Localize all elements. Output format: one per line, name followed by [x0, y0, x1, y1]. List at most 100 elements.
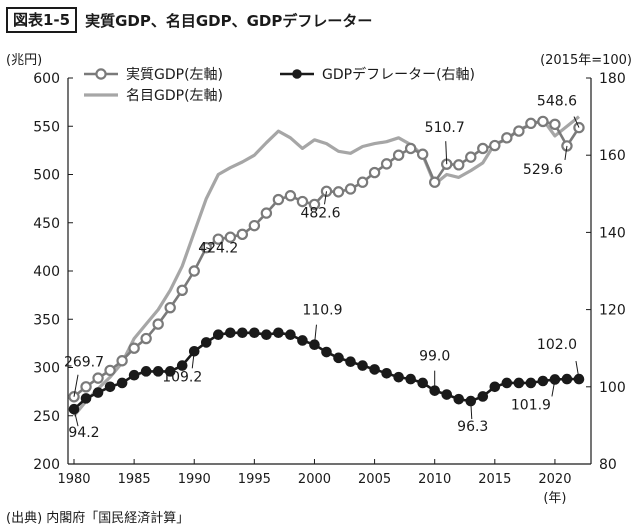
- real-gdp-point: [392, 149, 405, 161]
- real-gdp-point: [368, 166, 381, 179]
- data-label-leader: [575, 360, 580, 380]
- deflator-point: [417, 377, 428, 389]
- real-gdp-point: [356, 176, 369, 188]
- real-gdp-point: [128, 342, 140, 354]
- right-tick-label: 120: [599, 303, 626, 319]
- real-gdp-point: [224, 231, 237, 243]
- data-label-leader: [206, 247, 212, 251]
- deflator-point: [369, 364, 380, 375]
- real-gdp-point: [212, 233, 224, 245]
- right-tick-label: 180: [599, 71, 626, 87]
- deflator-point: [176, 360, 188, 371]
- deflator-point: [393, 371, 404, 383]
- real-gdp-point: [332, 186, 345, 198]
- right-tick-label: 140: [599, 225, 626, 241]
- real-gdp-point: [308, 198, 321, 211]
- real-gdp-point: [477, 142, 489, 155]
- deflator-point: [537, 375, 549, 387]
- real-gdp-point: [188, 265, 200, 277]
- legend-real-swatch-marker: [95, 68, 107, 80]
- real-gdp-point: [537, 115, 549, 128]
- data-label: 482.6: [300, 205, 340, 221]
- deflator-point: [212, 329, 224, 340]
- x-tick-label: 2010: [418, 472, 451, 487]
- deflator-point: [104, 381, 116, 393]
- left-tick-label: 600: [33, 71, 60, 87]
- deflator-point: [501, 377, 513, 389]
- deflator-point: [573, 373, 585, 385]
- real-gdp-point: [284, 190, 297, 202]
- real-gdp-point: [236, 228, 249, 241]
- left-axis-unit: (兆円): [6, 53, 42, 68]
- legend-deflator-label: GDPデフレーター(右軸): [322, 66, 475, 83]
- real-gdp-point: [260, 207, 273, 219]
- deflator-point: [561, 373, 573, 385]
- right-tick-label: 100: [599, 380, 626, 396]
- x-axis-unit: (年): [543, 491, 566, 506]
- deflator-point: [128, 369, 140, 381]
- real-gdp-point: [164, 301, 176, 314]
- deflator-point: [261, 329, 272, 340]
- deflator-point: [321, 346, 332, 358]
- real-gdp-point: [248, 219, 261, 232]
- real-gdp-point: [80, 381, 92, 393]
- data-label-leader: [470, 401, 473, 420]
- left-tick-label: 550: [33, 119, 60, 135]
- real-gdp-point: [152, 318, 164, 330]
- deflator-point: [140, 366, 152, 377]
- real-gdp-point: [573, 121, 585, 134]
- data-label: 109.2: [162, 369, 202, 385]
- real-gdp-point: [416, 148, 429, 160]
- real-gdp-point: [140, 332, 152, 345]
- real-gdp-point: [549, 118, 561, 131]
- deflator-point: [152, 366, 164, 377]
- data-label-leader: [324, 191, 327, 205]
- chart-axes: 200 250 300 350 400 450 500 550 600 80 100 120 140 16…: [6, 53, 632, 506]
- real-gdp-point: [272, 193, 285, 206]
- left-tick-label: 200: [33, 457, 60, 473]
- x-tick-label: 2000: [298, 472, 331, 487]
- data-label-leader: [73, 409, 79, 427]
- deflator-point: [381, 367, 392, 379]
- figure-header: 図表1-5 実質GDP、名目GDP、GDPデフレーター: [6, 6, 372, 34]
- deflator-point: [297, 335, 308, 346]
- data-label: 529.6: [523, 162, 563, 178]
- deflator-point: [249, 327, 260, 339]
- real-gdp-point: [513, 125, 525, 137]
- real-gdp-point: [92, 372, 104, 384]
- deflator-point: [200, 337, 212, 348]
- x-tick-label: 2020: [538, 472, 571, 487]
- deflator-point: [357, 360, 368, 371]
- data-label: 96.3: [457, 419, 488, 435]
- data-label-leader: [191, 351, 195, 369]
- real-gdp-point: [525, 117, 537, 130]
- x-tick-label: 2015: [478, 472, 511, 487]
- left-tick-label: 500: [33, 168, 60, 184]
- deflator-point: [116, 377, 128, 389]
- x-tick-label: 1985: [118, 472, 151, 487]
- deflator-point: [405, 373, 416, 385]
- data-label-leader: [445, 141, 448, 165]
- x-tick-label: 1980: [57, 472, 90, 487]
- real-gdp-point: [380, 158, 393, 170]
- data-label-leader: [73, 374, 79, 397]
- real-gdp-point: [501, 132, 513, 144]
- x-tick-label: 2005: [358, 472, 391, 487]
- right-tick-label: 160: [599, 148, 626, 164]
- data-label-leader: [551, 379, 556, 397]
- deflator-point: [489, 381, 501, 393]
- real-gdp-point: [489, 139, 501, 152]
- data-label: 110.9: [302, 303, 342, 319]
- deflator-point: [273, 327, 284, 339]
- real-gdp-point: [176, 284, 188, 296]
- real-gdp-point: [116, 355, 128, 367]
- data-label: 510.7: [425, 120, 465, 136]
- deflator-point: [80, 393, 92, 404]
- data-label-leader: [573, 116, 580, 128]
- x-tick-label: 1995: [238, 472, 271, 487]
- left-tick-label: 450: [33, 216, 60, 232]
- legend-real-label: 実質GDP(左軸): [126, 67, 223, 83]
- data-label: 548.6: [537, 94, 577, 110]
- right-tick-label: 80: [599, 457, 617, 473]
